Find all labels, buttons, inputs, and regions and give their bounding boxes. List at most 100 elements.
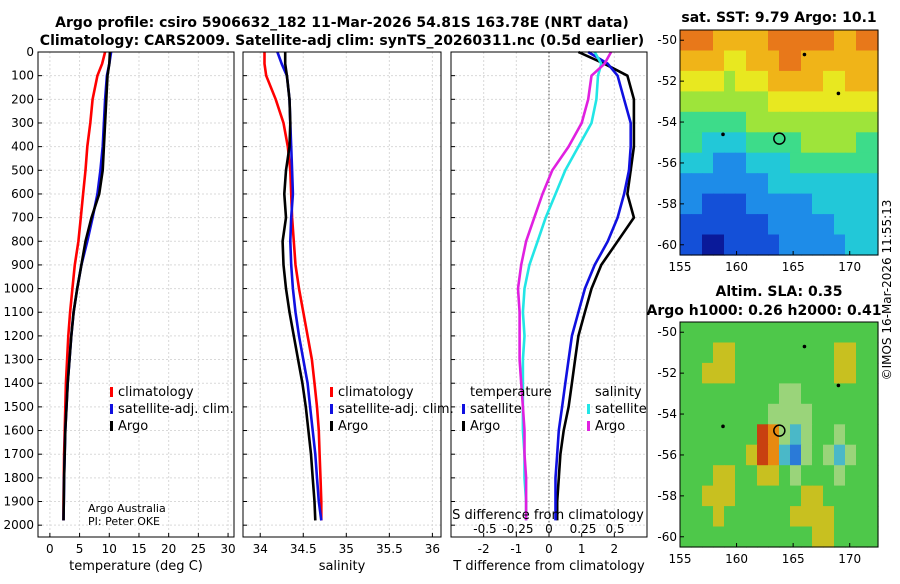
map-cell [856,50,868,72]
map-cell [702,91,714,113]
map-cell [768,403,780,425]
x-tick-label: 160 [725,260,748,274]
map-cell [834,444,846,466]
map-cell [724,342,736,364]
map-cell [702,152,714,174]
legend-satellite: satellite-adj. clim. [118,402,234,417]
y-tick-label: 1400 [3,376,34,390]
map-cell [845,526,857,548]
series-line-climatology [263,52,323,521]
map-cell [757,403,769,425]
map-cell [856,173,868,195]
diff-legend-temp-title: temperature [470,385,552,400]
map-cell [801,70,813,92]
map-cell [702,214,714,236]
legend-swatch-argo [110,421,113,431]
map-cell [746,485,758,507]
map-cell [867,383,879,405]
legend-swatch-climatology [330,387,333,397]
map-cell [856,70,868,92]
legend-satellite: satellite-adj. clim. [338,402,454,417]
y-tick-label: -50 [657,325,677,339]
map-cell [812,111,824,133]
map-cell [757,444,769,466]
y-tick-label: 1600 [3,424,34,438]
map-cell [845,506,857,528]
map-cell [779,526,791,548]
map-cell [702,444,714,466]
map-cell [724,383,736,405]
map-cell [757,485,769,507]
map-cell [746,526,758,548]
map-cell [867,173,879,195]
y-tick-label: -58 [657,197,677,211]
map-cell [834,152,846,174]
map-cell [757,70,769,92]
map-cell [768,173,780,195]
y-tick-label: -56 [657,448,677,462]
map-cell [746,506,758,528]
map-cell [856,526,868,548]
map-cell [823,526,835,548]
map-cell [680,403,692,425]
map-cell [757,193,769,215]
map-cell [691,30,703,52]
map-cell [724,444,736,466]
map-cell [702,362,714,384]
map-cell [768,485,780,507]
map-cell [856,362,868,384]
map-cell [801,506,813,528]
x-tick-label: 0 [545,542,553,556]
s-tick-label: -0.25 [502,522,533,536]
map-cell [680,132,692,154]
map-cell [713,132,725,154]
map-cell [779,362,791,384]
x-tick-label: 15 [131,542,146,556]
y-tick-label: 1800 [3,471,34,485]
map-cell [834,193,846,215]
map-cell [834,342,846,364]
map-cell [790,342,802,364]
map-cell [845,234,857,256]
map-cell [812,362,824,384]
map-cell [691,91,703,113]
map-cell [768,506,780,528]
map-cell [757,526,769,548]
map-cell [823,383,835,405]
map-cell [680,152,692,174]
map-cell [735,111,747,133]
map-cell [757,152,769,174]
x-tick-label: 34 [253,542,268,556]
map-cell [812,383,824,405]
map-cell [735,485,747,507]
map-cell [724,526,736,548]
credit: Argo Australia PI: Peter OKE [88,502,166,528]
map-cell [801,111,813,133]
map-cell [746,193,758,215]
map-cell [680,30,692,52]
diff-legend-sal-argo: Argo [595,419,625,434]
map-cell [724,362,736,384]
map-cell [801,342,813,364]
map-cell [724,465,736,487]
title-line-2: Climatology: CARS2009. Satellite-adj cli… [40,33,644,49]
map-cell [823,362,835,384]
map-cell [823,465,835,487]
map-cell [691,50,703,72]
map-cell [823,30,835,52]
x-axis-label: T difference from climatology [452,559,645,574]
map-cell [680,362,692,384]
series-line-argo [62,51,112,521]
map-cell [735,362,747,384]
map-cell [702,506,714,528]
map-cell [713,70,725,92]
map-cell [834,91,846,113]
map-cell [768,342,780,364]
map-cell [735,403,747,425]
map-cell [867,70,879,92]
map-cell [691,214,703,236]
map-cell [790,152,802,174]
y-tick-label: 1900 [3,495,34,509]
map-cell [823,152,835,174]
map-cell [845,403,857,425]
